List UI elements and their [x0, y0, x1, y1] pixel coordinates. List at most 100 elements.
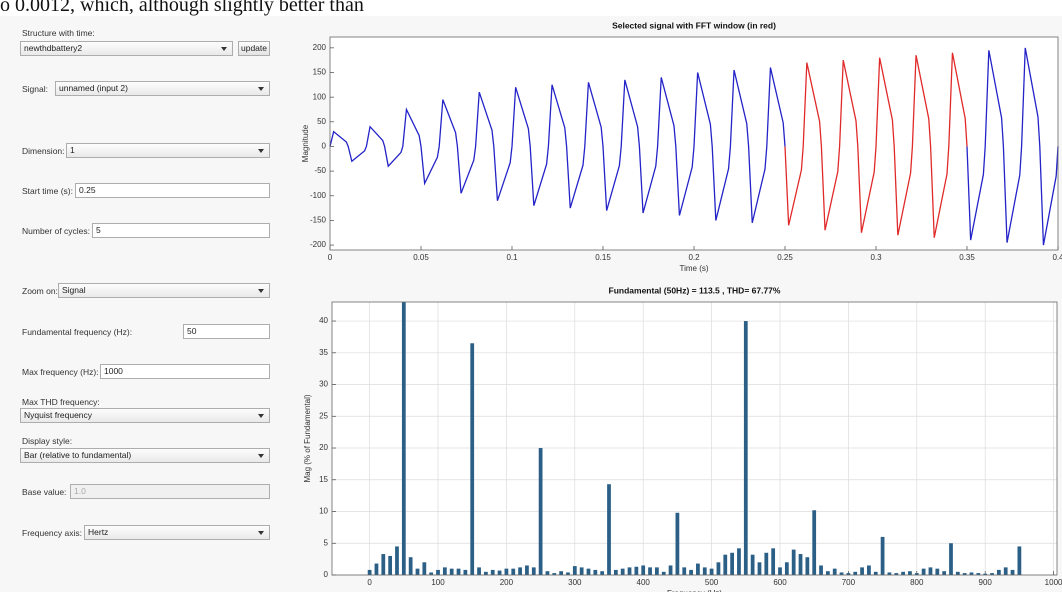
bar — [853, 571, 858, 575]
x-axis-label: Frequency (Hz) — [667, 589, 722, 592]
bar — [655, 567, 659, 575]
x-tick-label: 0 — [328, 253, 333, 262]
y-tick-label: 0 — [322, 142, 327, 151]
x-tick-label: 0.35 — [959, 253, 975, 262]
text-input[interactable]: 0.25 — [75, 183, 270, 198]
bar — [497, 570, 502, 575]
bar — [552, 573, 557, 575]
bar — [477, 567, 481, 575]
bar — [798, 554, 803, 575]
bar — [743, 321, 748, 575]
text-input[interactable]: 5 — [92, 223, 270, 238]
bar — [935, 568, 940, 575]
x-tick-label: 0.15 — [595, 253, 611, 262]
bar — [442, 567, 447, 575]
bar — [778, 567, 782, 575]
bar — [942, 571, 947, 575]
x-tick-label: 200 — [500, 578, 514, 587]
bar — [996, 569, 1001, 575]
bar — [805, 557, 810, 575]
bar — [449, 568, 454, 575]
bar — [812, 510, 817, 575]
field-label: Max frequency (Hz): — [22, 367, 99, 377]
bar — [463, 569, 468, 575]
bar — [661, 571, 666, 575]
y-tick-label: 200 — [313, 43, 327, 52]
y-tick-label: 150 — [313, 68, 327, 77]
field-label: Number of cycles: — [22, 226, 91, 236]
bar — [634, 566, 639, 575]
bar — [908, 571, 912, 575]
x-tick-label: 1000 — [1045, 578, 1062, 587]
bar — [737, 548, 741, 575]
bar — [518, 567, 522, 575]
x-tick-label: 400 — [637, 578, 651, 587]
y-tick-label: 50 — [317, 117, 326, 126]
y-tick-label: 5 — [324, 538, 329, 547]
bar — [572, 566, 577, 575]
bar — [648, 567, 652, 575]
bar — [415, 568, 420, 575]
dropdown[interactable]: Nyquist frequency — [20, 408, 270, 423]
text-input[interactable]: 50 — [183, 324, 270, 339]
bar — [388, 555, 393, 575]
bar — [990, 573, 994, 575]
bar — [716, 562, 721, 575]
bar — [702, 567, 707, 575]
x-tick-label: 0.3 — [870, 253, 882, 262]
bar — [381, 554, 386, 575]
field-label: Display style: — [22, 436, 73, 446]
field-label: Signal: — [22, 84, 48, 94]
bar — [819, 565, 823, 575]
bar — [921, 568, 926, 575]
bar — [675, 512, 680, 575]
dropdown[interactable]: newthdbattery2 — [20, 41, 233, 56]
plot-frame — [329, 36, 1059, 251]
dropdown[interactable]: Signal — [58, 283, 270, 298]
y-tick-label: 25 — [319, 411, 328, 420]
x-tick-label: 700 — [842, 578, 856, 587]
bar — [880, 536, 885, 575]
update-button[interactable]: update — [238, 41, 270, 56]
bar — [422, 562, 427, 575]
field-label: Fundamental frequency (Hz): — [22, 327, 133, 337]
bar — [511, 568, 516, 575]
bar — [839, 572, 844, 575]
bar — [593, 569, 598, 575]
x-tick-label: 300 — [568, 578, 582, 587]
plot-frame — [331, 301, 1058, 576]
x-axis-label: Time (s) — [679, 264, 708, 273]
y-axis-label: Mag (% of Fundamental) — [303, 394, 312, 482]
bar — [962, 573, 967, 575]
signal-line — [966, 47, 1059, 246]
field-label: Frequency axis: — [22, 528, 82, 538]
header-text: o 0.0012, which, although slightly bette… — [0, 0, 1062, 16]
x-tick-label: 500 — [705, 578, 719, 587]
plot-area — [332, 302, 1057, 575]
bar — [367, 569, 372, 575]
dropdown[interactable]: Bar (relative to fundamental) — [20, 448, 270, 463]
x-tick-label: 0.2 — [688, 253, 700, 262]
x-tick-label: 900 — [979, 578, 993, 587]
x-tick-label: 600 — [773, 578, 787, 587]
bar — [600, 571, 605, 575]
bar — [709, 568, 714, 575]
text-input[interactable]: 1000 — [100, 364, 270, 379]
dropdown[interactable]: Hertz — [84, 525, 270, 540]
field-label: Base value: — [22, 487, 67, 497]
bar — [949, 543, 953, 575]
bar — [825, 571, 830, 575]
bar — [620, 568, 625, 575]
bar — [607, 484, 611, 575]
bar — [566, 572, 570, 575]
dropdown[interactable]: unnamed (input 2) — [55, 81, 270, 96]
bar — [873, 571, 878, 575]
signal-line — [329, 67, 786, 224]
field-label: Max THD frequency: — [22, 397, 100, 407]
bar — [538, 448, 543, 575]
dropdown[interactable]: 1 — [66, 143, 270, 158]
bar — [1010, 569, 1015, 575]
bar — [955, 571, 960, 575]
x-tick-label: 0 — [367, 578, 372, 587]
